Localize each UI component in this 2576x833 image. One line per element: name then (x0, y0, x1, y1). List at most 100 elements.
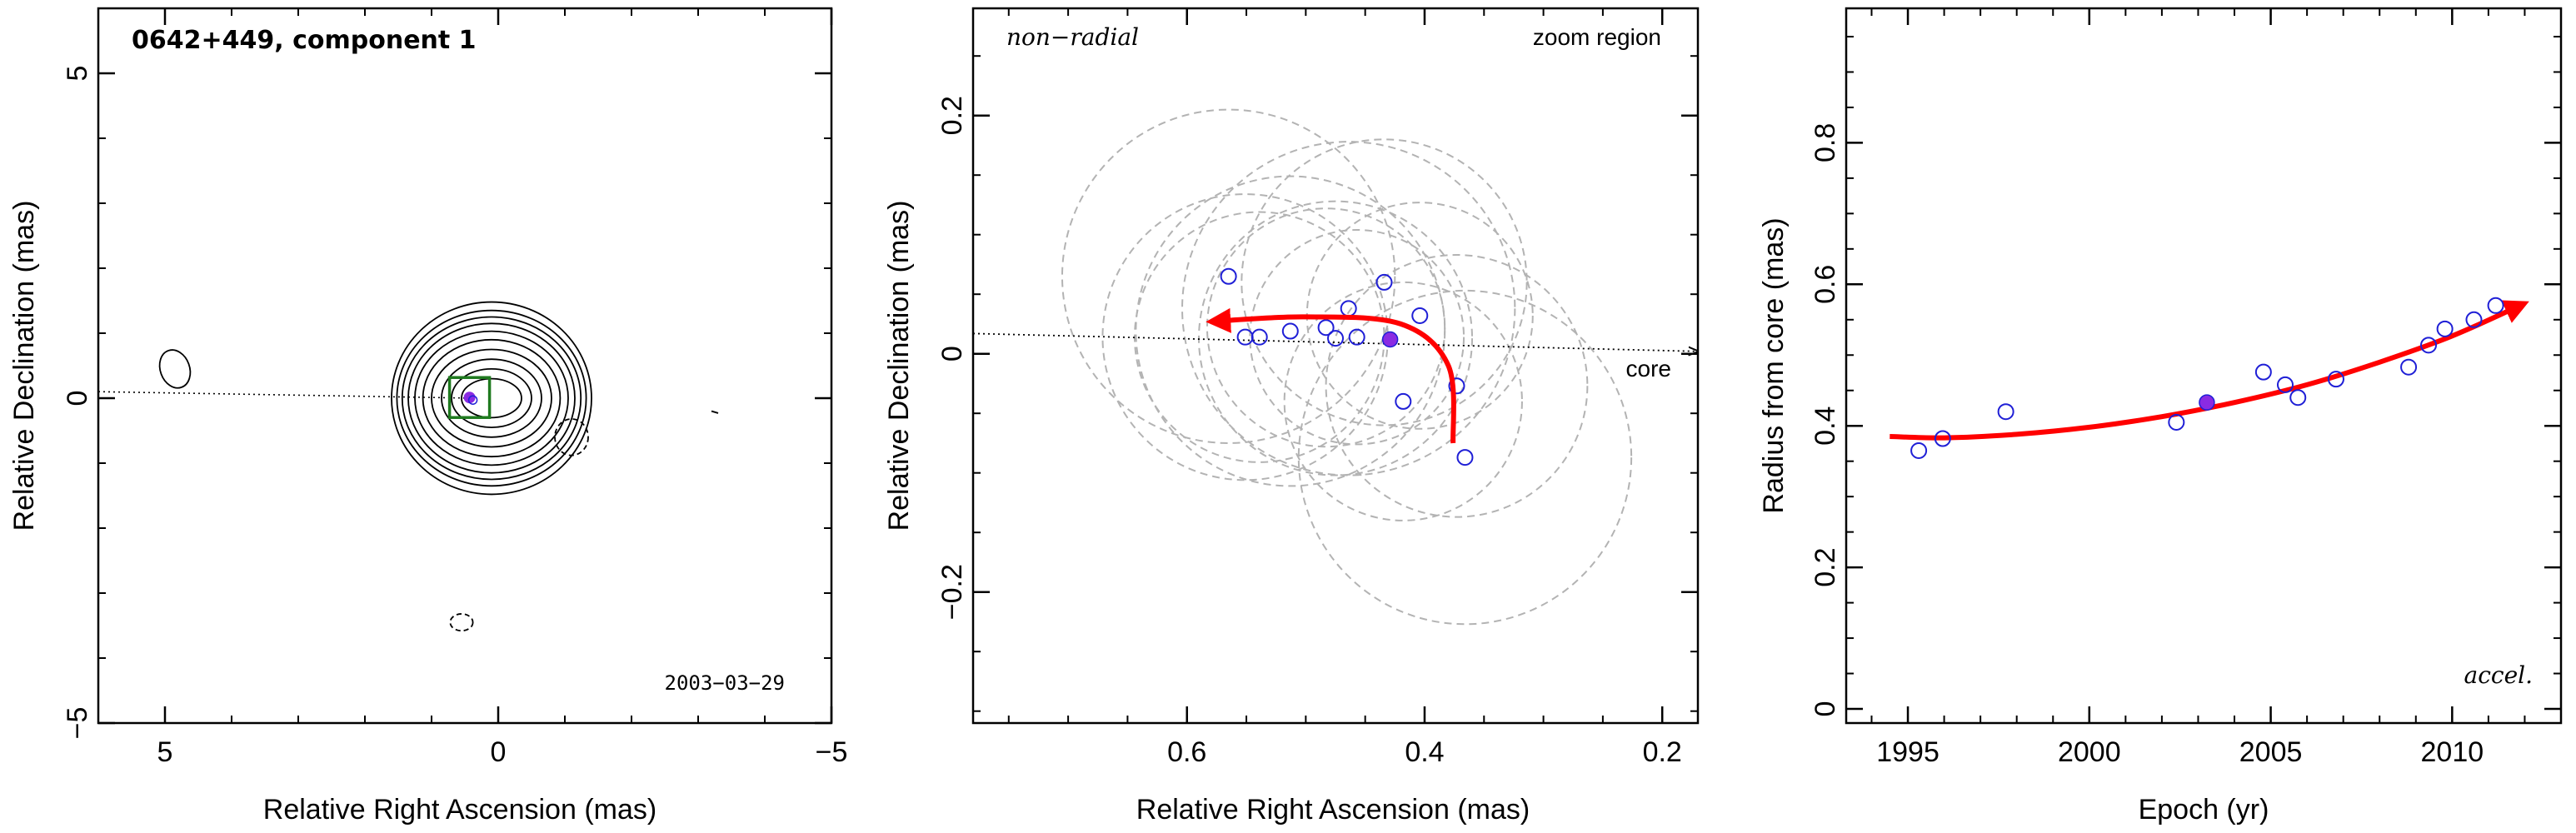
noise-speck (711, 410, 719, 414)
contour-level (414, 330, 569, 466)
isolated-contour (158, 349, 192, 389)
zoom-region-y-tick-label: 0.2 (936, 96, 968, 135)
radius-vs-epoch-x-axis-label: Epoch (yr) (2139, 794, 2269, 826)
contour-map-panel: 5 0 −5 −5 0 5 0642+449, component 1 2003−03−2… (8, 7, 848, 826)
zoom-region-x-axis-label: Relative Right Ascension (mas) (1136, 794, 1530, 826)
data-point (1317, 319, 1335, 337)
data-point (1281, 322, 1299, 340)
radius-vs-epoch-y-tick-label: 0.2 (1810, 547, 1841, 586)
negative-contour (449, 613, 474, 632)
data-point (1375, 273, 1393, 291)
contour-level (451, 367, 532, 428)
radius-vs-epoch-frame (1845, 7, 2563, 725)
fit-curve (1890, 300, 2529, 441)
data-point (2465, 311, 2483, 328)
error-ellipse (1297, 289, 1633, 626)
data-point (2436, 320, 2454, 337)
zoom-region-corner-label-left: non−radial (1006, 23, 1139, 51)
contour-level (391, 301, 592, 496)
contour-map-x-tick-label: −5 (816, 736, 848, 768)
error-ellipse (1135, 175, 1446, 487)
zoom-region-ticks: 0.6 0.4 0.2 −0.2 0 0.2 (936, 8, 1698, 768)
zoom-region-clipped-group (973, 108, 1698, 626)
error-ellipse (1249, 228, 1465, 446)
radius-vs-epoch-plot-area (1890, 297, 2529, 459)
error-ellipse (1133, 211, 1385, 463)
contour-level (407, 322, 576, 474)
error-ellipse (1325, 254, 1589, 518)
data-point (1456, 449, 1474, 466)
contour-map-frame (97, 7, 833, 725)
zoom-region-y-tick-label: 0 (936, 346, 968, 362)
zoom-region-x-tick-label: 0.2 (1643, 736, 1682, 768)
zoom-region-y-tick-label: −0.2 (936, 564, 968, 620)
contour-map-y-axis-label: Relative Declination (mas) (8, 201, 40, 531)
zoom-region-box (447, 376, 492, 419)
contour-map-plot-area (97, 301, 719, 632)
zoom-region-corner-label-right: zoom region (1533, 24, 1661, 50)
core-label: core (1626, 356, 1671, 382)
contour-level (396, 309, 587, 487)
data-point (1327, 330, 1344, 347)
error-ellipse (1101, 193, 1389, 481)
radius-vs-epoch-y-tick-label: 0.6 (1810, 265, 1841, 304)
data-point (2289, 389, 2307, 407)
error-ellipse (1241, 138, 1528, 426)
error-ellipse (1197, 200, 1474, 476)
data-point (2420, 337, 2438, 354)
data-point (1997, 403, 2014, 421)
contour-map-y-tick-label: −5 (62, 707, 93, 740)
component-marker (467, 395, 478, 405)
contour-level (422, 338, 562, 458)
contour-level (441, 358, 542, 438)
accel-label: accel. (2464, 661, 2533, 689)
zoom-region-x-tick-label: 0.4 (1405, 736, 1444, 768)
data-point (1395, 392, 1412, 410)
contour-level (401, 316, 582, 481)
contour-map-date-label: 2003−03−29 (665, 671, 786, 695)
radius-vs-epoch-y-axis-label: Radius from core (mas) (1758, 217, 1790, 513)
radius-vs-epoch-x-tick-label: 2010 (2421, 736, 2484, 768)
motion-arrow (1206, 307, 1456, 444)
contour-map-y-tick-label: 5 (62, 66, 93, 82)
radius-vs-epoch-x-tick-label: 2005 (2239, 736, 2303, 768)
radius-vs-epoch-y-tick-label: 0.8 (1810, 123, 1841, 162)
zoom-region-panel: 0.6 0.4 0.2 −0.2 0 0.2 non−radial zoom region… (883, 7, 1700, 826)
zoom-region-x-tick-label: 0.6 (1167, 736, 1206, 768)
contour-map-x-tick-label: 0 (491, 736, 507, 768)
error-ellipse (1181, 141, 1516, 476)
radius-vs-epoch-y-tick-label: 0 (1810, 701, 1841, 717)
zoom-region-frame (971, 7, 1700, 725)
radius-vs-epoch-y-tick-label: 0.4 (1810, 407, 1841, 446)
data-point (1348, 328, 1365, 346)
data-point (2254, 363, 2272, 381)
zoom-region-y-axis-label: Relative Declination (mas) (883, 201, 915, 531)
data-point (1910, 441, 1928, 459)
data-point (2400, 358, 2418, 376)
contour-map-title: 0642+449, component 1 (132, 26, 477, 55)
core-direction-line (97, 391, 472, 399)
error-ellipse (1206, 207, 1446, 448)
data-point (2168, 413, 2185, 431)
contour-map-y-tick-label: 0 (62, 391, 93, 407)
radius-vs-epoch-x-tick-label: 1995 (1876, 736, 1939, 768)
data-point (2327, 371, 2344, 388)
radius-vs-epoch-panel: 1995 2000 2005 2010 0 0.2 0.4 0.6 0.8 accel. Epo… (1758, 7, 2563, 826)
data-point (2487, 297, 2504, 314)
contour-level (431, 348, 552, 448)
contour-map-x-tick-label: 5 (157, 736, 173, 768)
data-point (1934, 430, 1951, 447)
radius-vs-epoch-ticks: 1995 2000 2005 2010 0 0.2 0.4 0.6 0.8 (1810, 8, 2562, 768)
contour-level (461, 377, 522, 419)
data-point (1448, 377, 1465, 395)
data-point (2276, 376, 2294, 393)
data-point (1236, 328, 1254, 346)
zoom-region-plot-area (973, 108, 1698, 626)
data-point (1411, 307, 1429, 324)
highlight-point (1381, 331, 1399, 348)
data-point (1251, 328, 1268, 346)
highlight-point (2199, 394, 2215, 411)
negative-contour (554, 418, 589, 456)
data-point (1220, 267, 1237, 285)
